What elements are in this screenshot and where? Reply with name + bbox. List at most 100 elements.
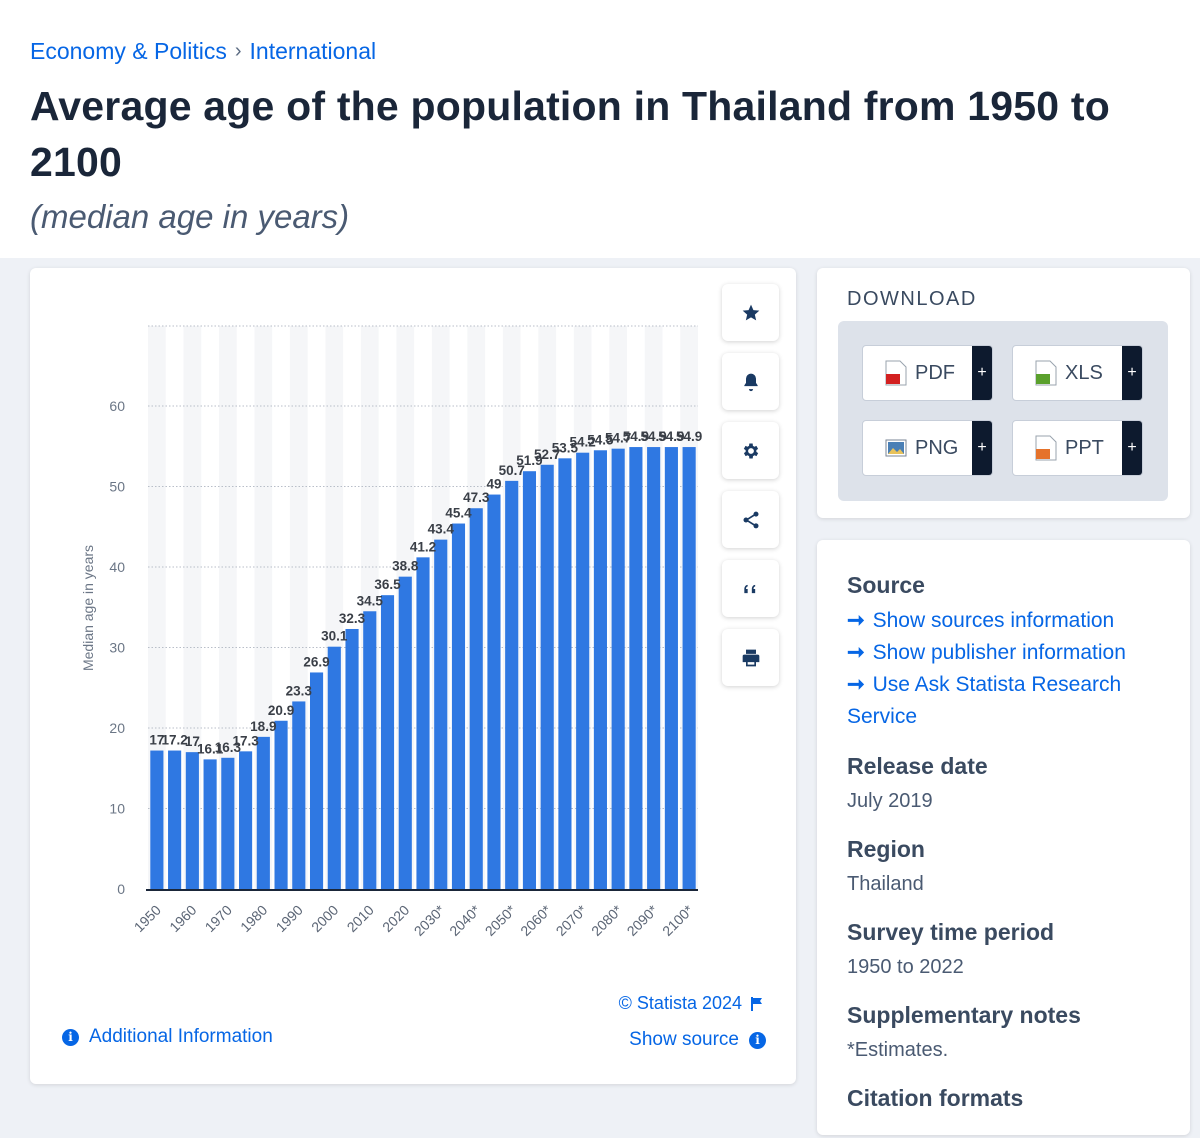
- chart-card: 0 10 20 30 40 50 60 17 17.2 17 16.1 16.3 17.3 18.9 20…: [30, 268, 796, 1084]
- data-label-1970: 16.3: [215, 740, 242, 755]
- print-icon: [742, 649, 759, 666]
- download-xls-button[interactable]: XLS +: [1012, 345, 1143, 401]
- bar-1950: [150, 750, 164, 889]
- y-tick-label: 60: [109, 398, 125, 414]
- x-tick-label: 2030*: [411, 901, 449, 939]
- bar-1985: [274, 720, 288, 889]
- data-label-2030*: 43.4: [428, 522, 455, 537]
- download-title: DOWNLOAD: [847, 288, 977, 310]
- x-tick-label: 1970: [202, 902, 235, 935]
- bar-2030*: [434, 539, 448, 889]
- data-label-2020: 38.8: [392, 559, 419, 574]
- arrow-right-icon: ➞: [847, 673, 865, 696]
- citation-formats-heading: Citation formats: [847, 1085, 1024, 1111]
- data-label-2050*: 50.7: [499, 463, 525, 478]
- bar-2070*: [576, 452, 590, 889]
- additional-information-label: Additional Information: [89, 1026, 273, 1047]
- data-label-1980: 18.9: [250, 719, 276, 734]
- bar-2015: [380, 595, 395, 889]
- release-date-value: July 2019: [847, 790, 933, 812]
- info-icon: i: [749, 1031, 766, 1049]
- data-label-1975: 17.3: [232, 733, 259, 748]
- copyright-text: © Statista 2024: [618, 993, 742, 1013]
- bar-2095*: [664, 447, 678, 889]
- data-label-2055*: 51.9: [516, 453, 542, 468]
- data-label-2010: 34.5: [357, 593, 384, 608]
- download-pdf-label: PDF: [915, 361, 955, 384]
- x-tick-label: 1980: [237, 902, 270, 935]
- x-tick-label: 2080*: [588, 901, 626, 939]
- favorite-button[interactable]: [722, 284, 779, 341]
- bar-2020: [398, 576, 412, 889]
- data-label-2025: 41.2: [410, 539, 436, 554]
- data-label-2000: 30.1: [321, 629, 348, 644]
- show-source-label: Show source: [629, 1029, 739, 1050]
- page-header: [0, 0, 1200, 258]
- data-label-1995: 26.9: [303, 654, 329, 669]
- bar-2040*: [469, 508, 483, 889]
- share-button[interactable]: [722, 491, 779, 548]
- data-label-1950: 17: [149, 733, 164, 748]
- breadcrumb-economy-politics[interactable]: Economy & Politics: [30, 38, 227, 64]
- pdf-file-icon: [885, 360, 907, 386]
- download-png-button[interactable]: PNG +: [862, 420, 993, 476]
- settings-button[interactable]: [722, 422, 779, 479]
- download-ppt-label: PPT: [1065, 436, 1104, 459]
- show-publisher-label: Show publisher information: [872, 641, 1126, 664]
- show-publisher-link[interactable]: ➞ Show publisher information: [847, 637, 1167, 669]
- plus-icon: +: [972, 421, 992, 475]
- download-png-label: PNG: [915, 436, 959, 459]
- bar-2060*: [540, 464, 554, 889]
- data-label-2045*: 49: [486, 477, 501, 492]
- quote-icon: [743, 584, 755, 593]
- data-label-2100*: 54.9: [676, 429, 702, 444]
- x-tick-label: 2040*: [446, 901, 484, 939]
- plus-icon: +: [1122, 346, 1142, 400]
- survey-period-heading: Survey time period: [847, 919, 1055, 945]
- y-axis-label: Median age in years: [80, 545, 96, 671]
- page-title: Average age of the population in Thailan…: [30, 83, 1110, 185]
- bar-2000: [327, 646, 341, 889]
- release-date-heading: Release date: [847, 753, 988, 779]
- x-tick-label: 2070*: [553, 901, 591, 939]
- notification-button[interactable]: [722, 353, 779, 410]
- additional-information-link[interactable]: i Additional Information: [62, 1026, 273, 1048]
- gear-icon: [743, 443, 758, 458]
- arrow-right-icon: ➞: [847, 641, 865, 664]
- xls-file-icon: [1035, 360, 1057, 386]
- flag-icon: [751, 996, 762, 1011]
- y-axis-ticks: 0 10 20 30 40 50 60: [109, 398, 125, 897]
- data-label-2015: 36.5: [374, 577, 401, 592]
- show-source-link[interactable]: Show source i: [629, 1029, 766, 1051]
- bar-2005: [345, 628, 359, 889]
- data-label-2035*: 45.4: [445, 506, 472, 521]
- bar-1995: [309, 672, 324, 889]
- show-sources-link[interactable]: ➞ Show sources information: [847, 605, 1167, 637]
- statista-copyright[interactable]: © Statista 2024: [619, 993, 764, 1014]
- breadcrumb-international[interactable]: International: [249, 38, 377, 64]
- data-label-1960: 17: [185, 734, 200, 749]
- download-pdf-button[interactable]: PDF +: [862, 345, 993, 401]
- ask-statista-link[interactable]: ➞ Use Ask Statista Research Service: [847, 669, 1167, 733]
- x-tick-label: 2010: [344, 902, 377, 935]
- cite-button[interactable]: [722, 560, 779, 617]
- data-label-1990: 23.3: [286, 683, 313, 698]
- bar-2085*: [629, 447, 643, 889]
- bar-2080*: [611, 448, 625, 889]
- bar-2065*: [558, 458, 572, 889]
- data-label-2060*: 52.7: [534, 447, 560, 462]
- data-label-2075*: 54.5: [587, 432, 614, 447]
- download-xls-label: XLS: [1065, 361, 1103, 384]
- x-axis-ticks: 1950 1960 1970 1980 1990 2000 2010 20202030*204…: [131, 901, 697, 939]
- print-button[interactable]: [722, 629, 779, 686]
- bell-icon: [743, 373, 758, 391]
- chart-bars: [150, 447, 696, 889]
- bar-2050*: [505, 480, 519, 889]
- data-label-2085*: 54.9: [623, 429, 649, 444]
- bar-1975: [239, 751, 253, 889]
- download-ppt-button[interactable]: PPT +: [1012, 420, 1143, 476]
- star-icon: [742, 304, 759, 320]
- x-tick-label: 2060*: [517, 901, 555, 939]
- supplementary-notes-value: *Estimates.: [847, 1039, 949, 1061]
